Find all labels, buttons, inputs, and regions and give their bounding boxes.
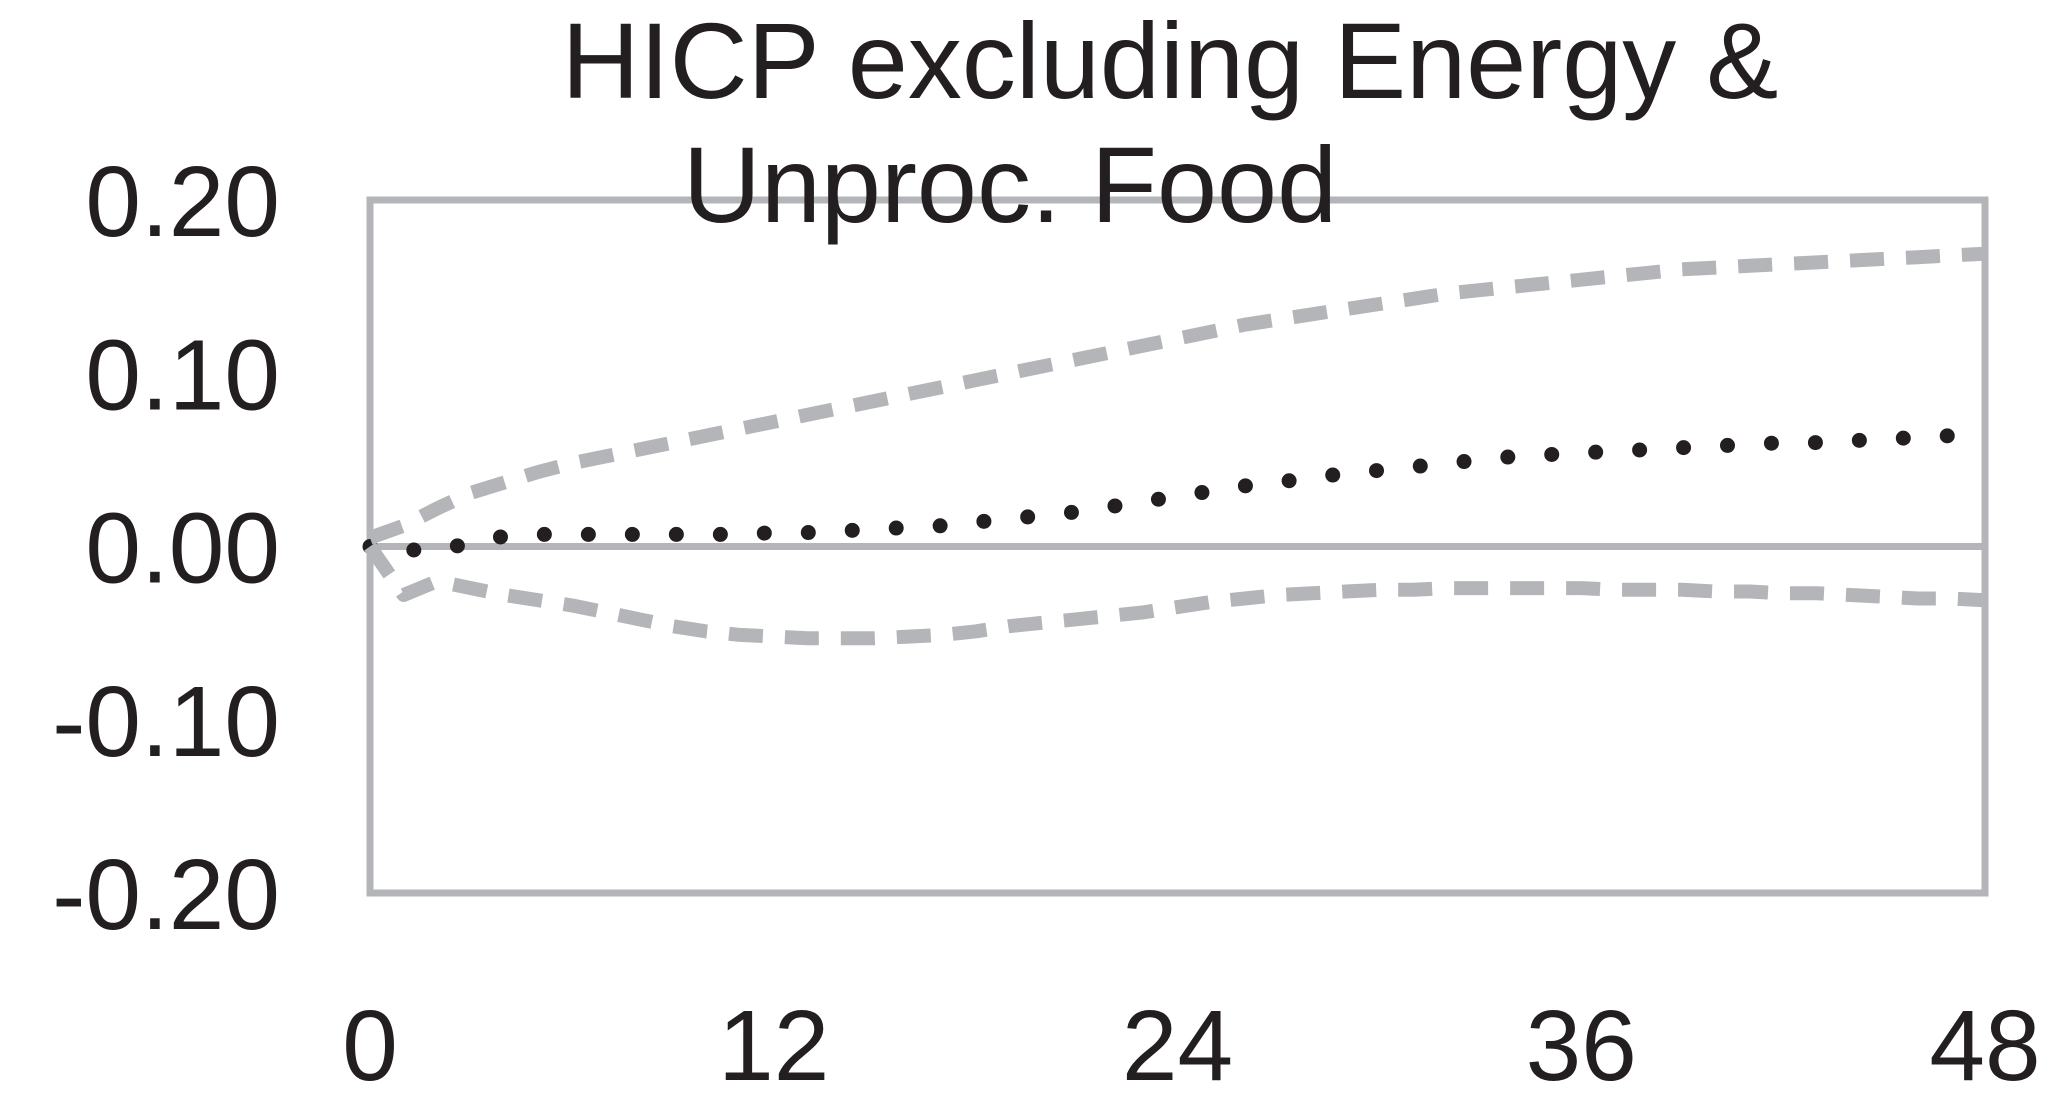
x-axis-tick-labels: 0 12 24 36 48 — [342, 990, 2040, 1098]
x-tick-label: 0 — [342, 990, 398, 1098]
x-tick-label: 48 — [1929, 990, 2040, 1098]
series-layer — [362, 246, 1993, 646]
chart-title-line-2: Unproc. Food — [683, 124, 1337, 245]
y-tick-label: -0.10 — [52, 666, 280, 778]
y-tick-label: 0.10 — [85, 319, 280, 431]
series-line-1 — [362, 426, 1993, 558]
y-tick-label: -0.20 — [52, 839, 280, 951]
y-tick-label: 0.00 — [85, 493, 280, 605]
series-line-3 — [364, 542, 1986, 646]
x-tick-label: 12 — [718, 990, 829, 1098]
plot-frame — [366, 196, 1989, 897]
chart-title: HICP excluding Energy & Unproc. Food — [562, 0, 1779, 245]
series-line-2 — [367, 246, 1986, 545]
y-tick-label: 0.20 — [85, 146, 280, 258]
x-tick-label: 24 — [1122, 990, 1233, 1098]
x-tick-label: 36 — [1526, 990, 1637, 1098]
y-axis-tick-labels: 0.20 0.10 0.00 -0.10 -0.20 — [52, 146, 280, 951]
chart-title-line-1: HICP excluding Energy & — [562, 0, 1779, 121]
